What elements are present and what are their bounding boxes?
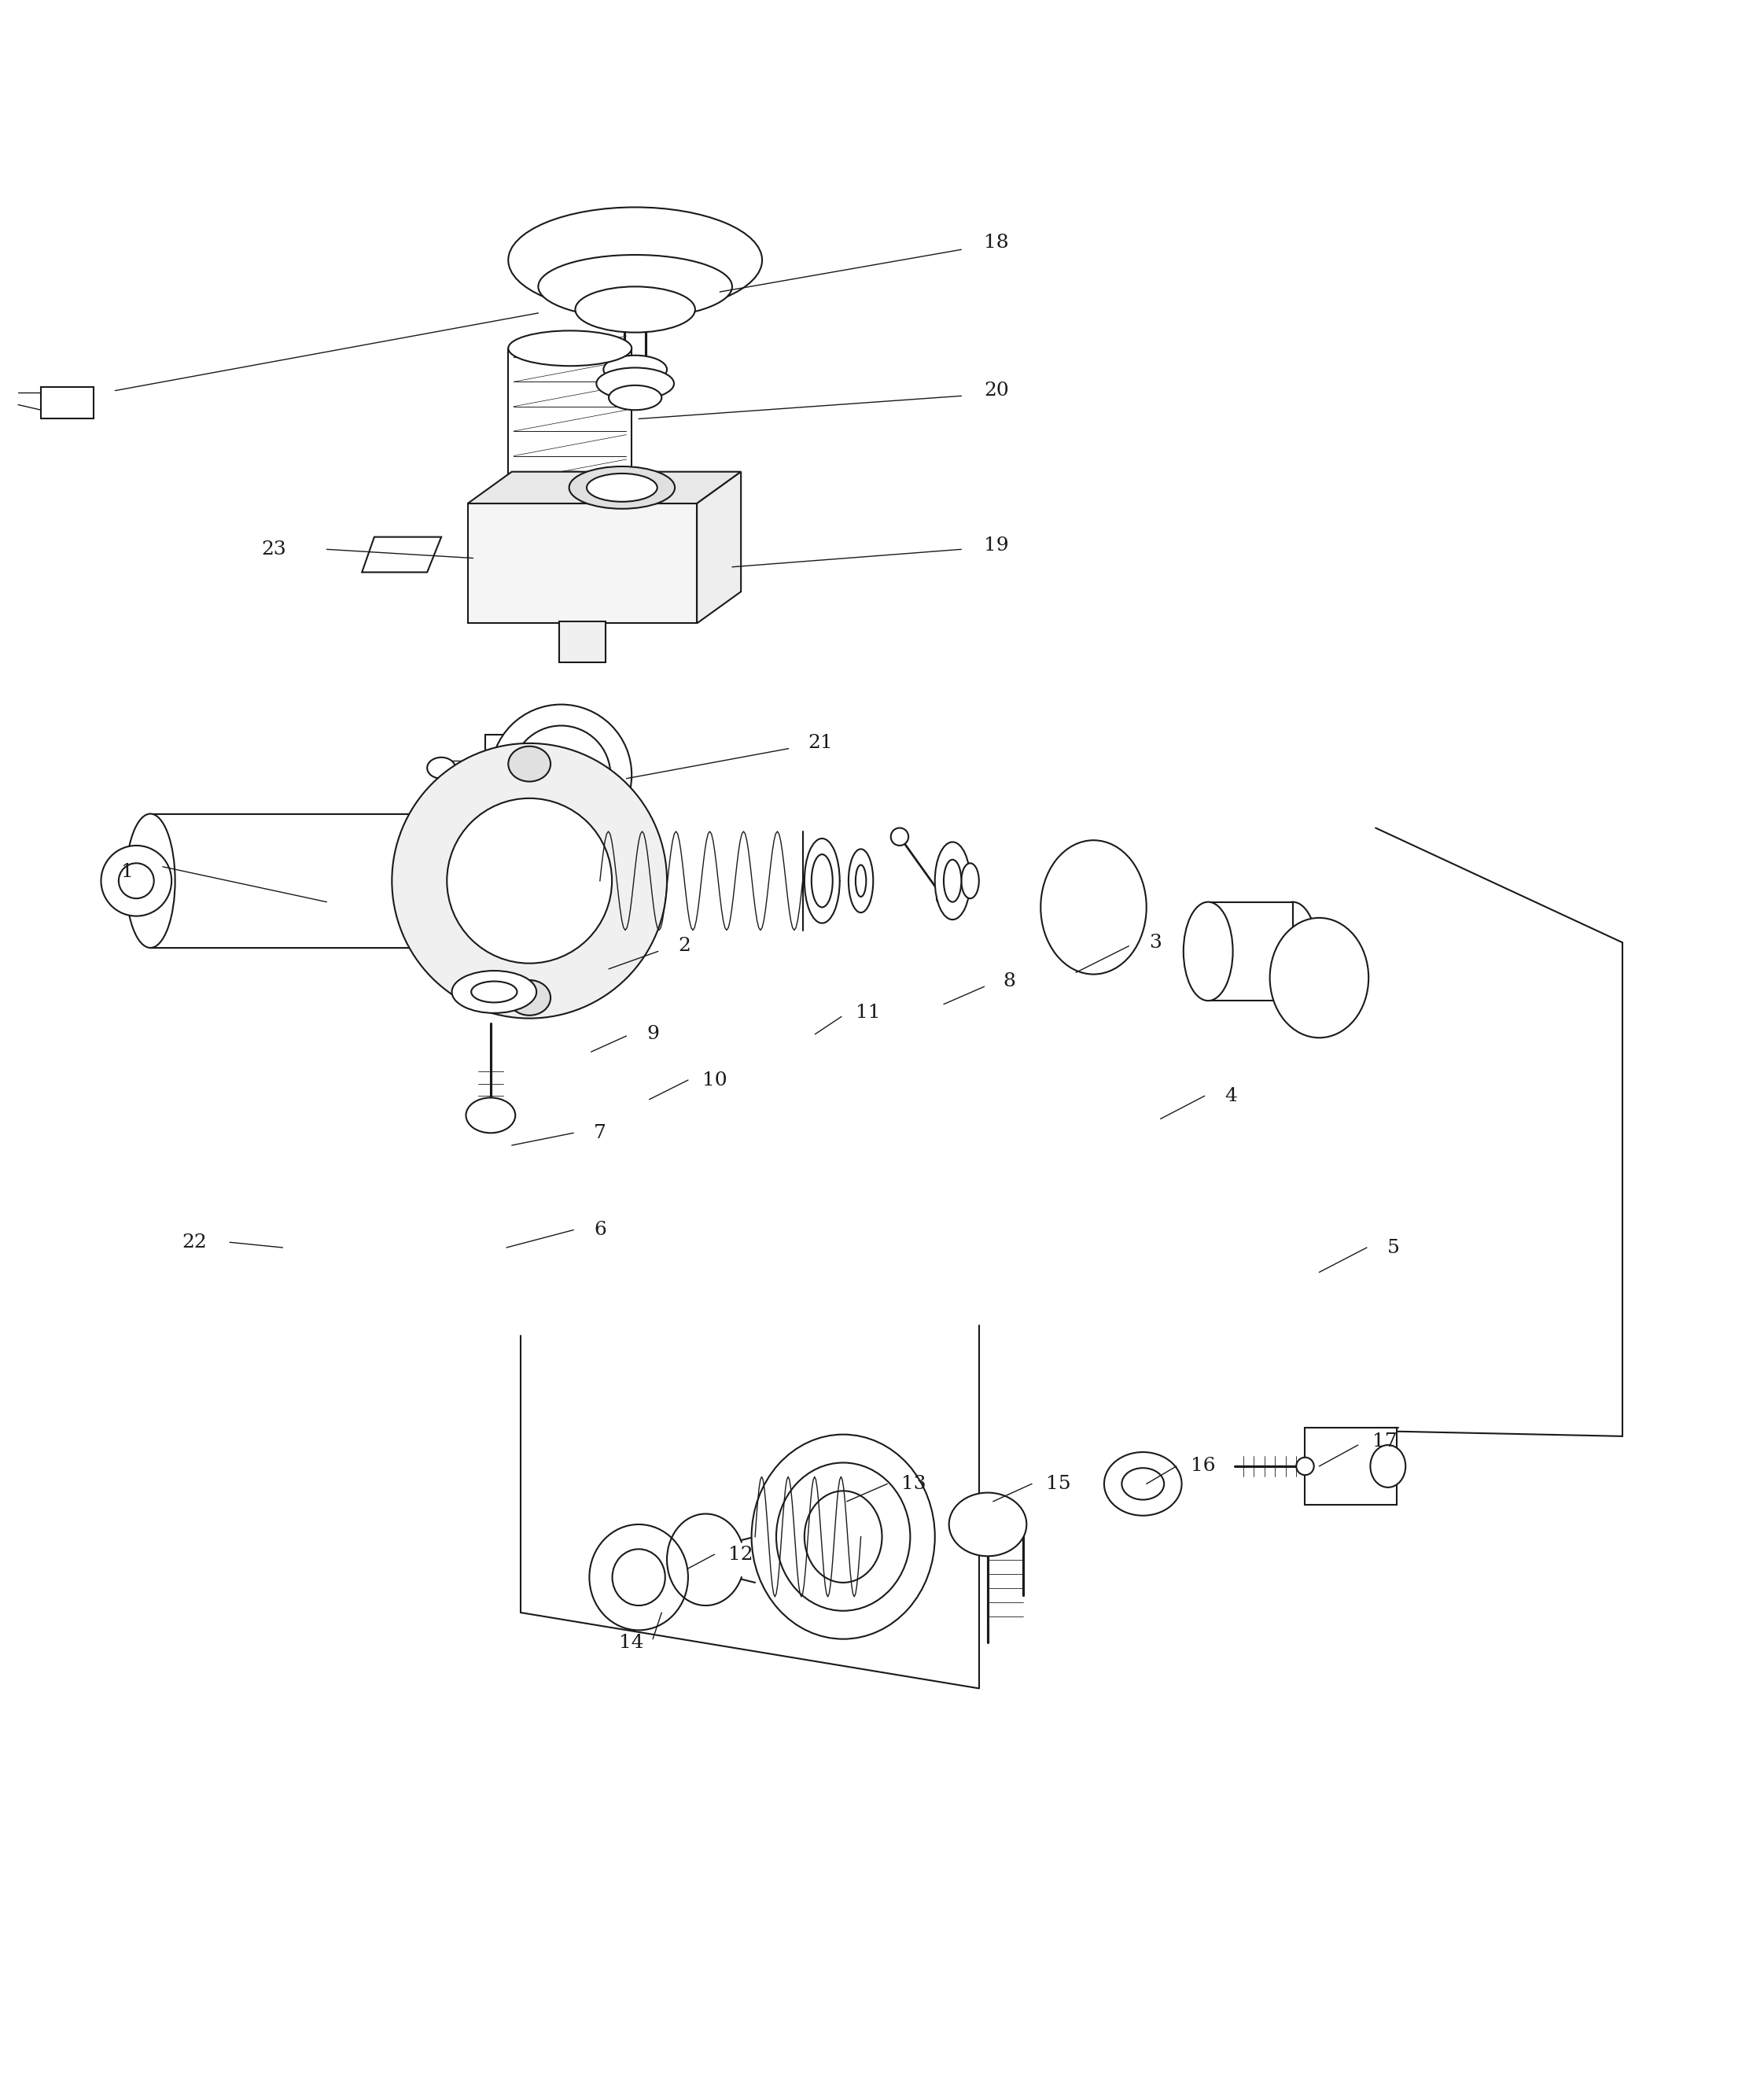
Ellipse shape (949, 1493, 1027, 1557)
Ellipse shape (609, 385, 662, 410)
Ellipse shape (1104, 1451, 1182, 1516)
Ellipse shape (508, 746, 550, 782)
Text: 9: 9 (647, 1025, 660, 1044)
Text: 3: 3 (1148, 933, 1161, 952)
Ellipse shape (589, 1524, 688, 1630)
Text: 8: 8 (1002, 973, 1014, 990)
Ellipse shape (596, 368, 674, 399)
Text: 23: 23 (261, 541, 286, 559)
Bar (1305, 1428, 1397, 1505)
Ellipse shape (603, 356, 667, 383)
Ellipse shape (490, 705, 632, 846)
Ellipse shape (1122, 1468, 1164, 1499)
Text: 20: 20 (984, 383, 1009, 399)
Text: 6: 6 (594, 1220, 607, 1239)
Ellipse shape (1268, 902, 1318, 1000)
Text: 4: 4 (1224, 1087, 1237, 1104)
Text: 22: 22 (182, 1233, 206, 1252)
Polygon shape (362, 536, 441, 572)
Ellipse shape (452, 971, 536, 1012)
Ellipse shape (466, 1098, 515, 1133)
Text: 10: 10 (702, 1071, 727, 1089)
Ellipse shape (446, 798, 612, 963)
Ellipse shape (848, 848, 873, 913)
Ellipse shape (118, 863, 153, 898)
Text: 15: 15 (1046, 1474, 1071, 1493)
Text: 21: 21 (808, 734, 833, 753)
Ellipse shape (751, 1435, 935, 1638)
Ellipse shape (125, 813, 175, 948)
Ellipse shape (935, 842, 970, 919)
Ellipse shape (427, 757, 455, 778)
Text: 13: 13 (901, 1474, 926, 1493)
Text: 17: 17 (1372, 1432, 1397, 1451)
Ellipse shape (811, 854, 833, 906)
Ellipse shape (471, 981, 517, 1002)
Text: 2: 2 (679, 938, 691, 954)
Polygon shape (467, 472, 741, 503)
Polygon shape (697, 472, 741, 624)
Ellipse shape (570, 466, 676, 509)
Ellipse shape (891, 827, 908, 846)
Text: 1: 1 (122, 863, 134, 881)
Ellipse shape (392, 744, 667, 1019)
Ellipse shape (1184, 902, 1233, 1000)
Ellipse shape (512, 726, 610, 825)
Ellipse shape (937, 892, 951, 906)
Ellipse shape (508, 208, 762, 314)
Ellipse shape (856, 865, 866, 896)
Bar (150, 813, 582, 948)
Ellipse shape (804, 1491, 882, 1582)
Text: 7: 7 (594, 1125, 607, 1141)
Ellipse shape (508, 472, 632, 507)
Ellipse shape (612, 1549, 665, 1605)
Ellipse shape (587, 474, 658, 501)
Ellipse shape (961, 863, 979, 898)
Ellipse shape (508, 979, 550, 1015)
Ellipse shape (1041, 840, 1147, 975)
Ellipse shape (1297, 1457, 1314, 1474)
Ellipse shape (1270, 917, 1369, 1037)
Ellipse shape (1371, 1445, 1406, 1486)
Bar (1208, 902, 1293, 1000)
Bar (559, 622, 605, 661)
Ellipse shape (776, 1464, 910, 1611)
Ellipse shape (508, 331, 632, 366)
Text: 18: 18 (984, 233, 1009, 252)
Text: 16: 16 (1191, 1457, 1215, 1476)
Polygon shape (467, 503, 697, 624)
Text: 11: 11 (856, 1004, 880, 1023)
Ellipse shape (1284, 942, 1302, 960)
Ellipse shape (538, 256, 732, 318)
Ellipse shape (101, 846, 171, 917)
Bar (41, 387, 93, 418)
Ellipse shape (804, 838, 840, 923)
Text: 14: 14 (619, 1634, 644, 1651)
Text: 12: 12 (729, 1545, 753, 1563)
Text: 5: 5 (1387, 1239, 1399, 1256)
Ellipse shape (575, 287, 695, 333)
Ellipse shape (944, 859, 961, 902)
Text: 19: 19 (984, 536, 1009, 555)
